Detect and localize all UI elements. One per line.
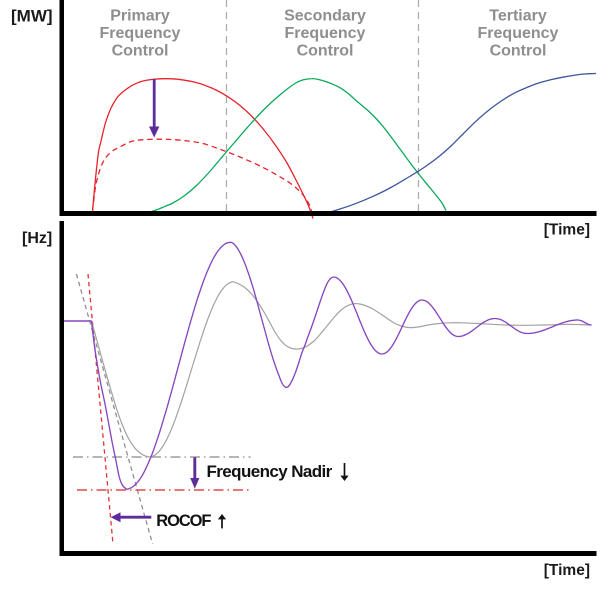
svg-text:Primary: Primary bbox=[110, 8, 170, 25]
svg-text:Secondary: Secondary bbox=[284, 8, 366, 25]
svg-text:Frequency: Frequency bbox=[285, 25, 366, 42]
svg-text:Frequency: Frequency bbox=[478, 25, 559, 42]
svg-text:Control: Control bbox=[490, 43, 547, 60]
svg-text:ROCOF: ROCOF bbox=[156, 512, 211, 530]
svg-text:Frequency: Frequency bbox=[100, 25, 181, 42]
svg-text:[Hz]: [Hz] bbox=[22, 230, 52, 247]
svg-text:Control: Control bbox=[112, 43, 169, 60]
svg-text:[Time]: [Time] bbox=[544, 222, 590, 239]
svg-text:[Time]: [Time] bbox=[544, 562, 590, 579]
svg-text:[MW]: [MW] bbox=[11, 7, 53, 26]
svg-text:Control: Control bbox=[297, 43, 354, 60]
svg-text:Frequency Nadir: Frequency Nadir bbox=[207, 462, 333, 481]
svg-text:Tertiary: Tertiary bbox=[489, 8, 547, 25]
